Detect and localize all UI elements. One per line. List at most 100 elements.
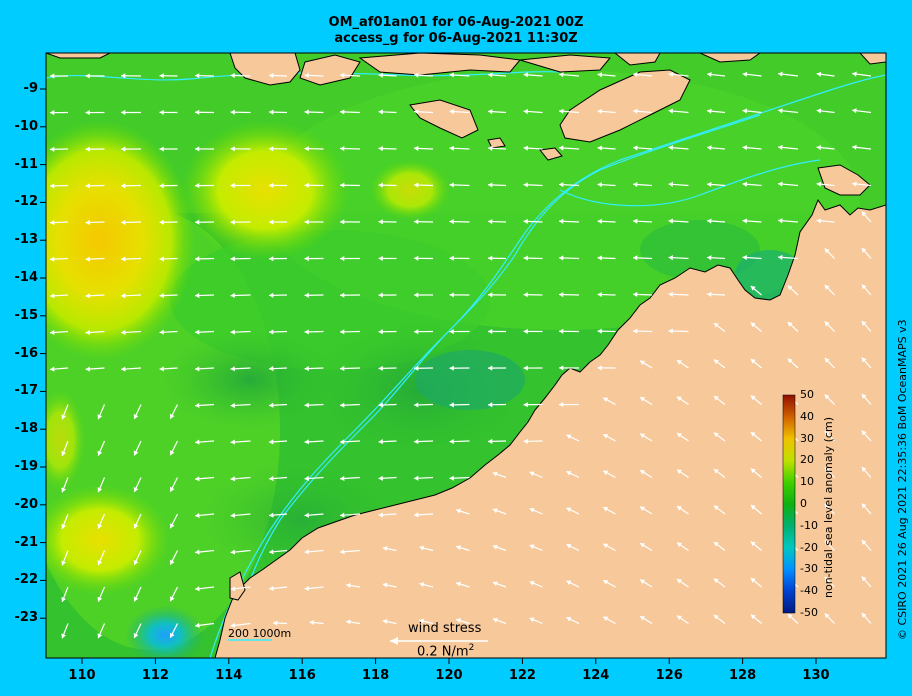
wind-arrow bbox=[742, 108, 762, 114]
wind-arrow bbox=[668, 328, 689, 334]
wind-arrow bbox=[61, 440, 69, 457]
map-title-line2: access_g for 06-Aug-2021 11:30Z bbox=[334, 31, 578, 46]
wind-arrow bbox=[304, 475, 324, 482]
wind-arrow bbox=[304, 219, 324, 225]
wind-arrow bbox=[413, 219, 434, 225]
wind-arrow bbox=[559, 145, 580, 151]
wind-arrow bbox=[861, 612, 872, 624]
wind-arrow bbox=[566, 616, 580, 625]
wind-arrow bbox=[778, 108, 799, 114]
wind-arrow bbox=[602, 506, 616, 515]
wind-arrow bbox=[159, 109, 178, 115]
wind-arrow bbox=[97, 440, 106, 456]
wind-arrow bbox=[713, 432, 726, 442]
wind-arrow bbox=[602, 616, 616, 625]
wind-arrow bbox=[339, 145, 361, 152]
longitude-label: 126 bbox=[655, 668, 683, 683]
wind-arrow bbox=[523, 145, 543, 151]
wind-arrow bbox=[339, 329, 361, 335]
wind-arrow bbox=[668, 71, 689, 77]
wind-arrow bbox=[413, 329, 434, 335]
wind-arrow bbox=[861, 430, 872, 442]
wind-arrow bbox=[304, 585, 324, 592]
wind-arrow bbox=[566, 580, 580, 588]
wind-arrow bbox=[340, 549, 361, 555]
wind-arrow bbox=[597, 182, 616, 188]
wind-arrow bbox=[632, 291, 653, 298]
wind-arrow bbox=[419, 582, 434, 588]
wind-arrow bbox=[378, 255, 397, 262]
wind-arrow bbox=[413, 475, 434, 481]
wind-arrow bbox=[676, 432, 689, 442]
wind-arrow bbox=[449, 109, 470, 115]
wind-arrow bbox=[169, 623, 179, 639]
longitude-label: 114 bbox=[215, 668, 243, 683]
wind-arrow bbox=[133, 477, 142, 493]
wind-arrow bbox=[713, 395, 726, 405]
wind-arrow bbox=[750, 431, 762, 442]
wind-arrow bbox=[633, 181, 653, 188]
wind-arrow bbox=[449, 292, 470, 298]
wind-arrow bbox=[194, 183, 215, 189]
colorbar-tick-label: 0 bbox=[800, 497, 807, 510]
wind-arrow bbox=[159, 293, 178, 299]
wind-arrow bbox=[304, 182, 324, 188]
wind-arrow bbox=[713, 505, 726, 515]
wind-arrow bbox=[268, 329, 288, 335]
wind-arrow bbox=[195, 549, 215, 555]
wind-arrow bbox=[861, 357, 872, 369]
wind-arrow bbox=[304, 256, 324, 262]
wind-arrow bbox=[120, 183, 142, 189]
wind-arrow bbox=[133, 440, 142, 456]
wind-arrow bbox=[85, 183, 105, 189]
wind-arrow bbox=[861, 247, 872, 259]
wind-arrow bbox=[194, 256, 215, 262]
wind-arrow bbox=[340, 475, 361, 482]
wind-arrow bbox=[304, 439, 324, 445]
colorbar-tick-label: -50 bbox=[800, 606, 818, 619]
wind-arrow bbox=[413, 512, 434, 518]
wind-arrow bbox=[378, 292, 397, 298]
wind-arrow bbox=[824, 284, 835, 296]
wind-arrow bbox=[668, 255, 689, 261]
wind-arrow bbox=[50, 329, 69, 336]
wind-arrow bbox=[707, 145, 726, 151]
wind-arrow bbox=[194, 219, 215, 225]
wind-arrow bbox=[778, 144, 799, 150]
wind-arrow bbox=[85, 293, 105, 299]
wind-arrow bbox=[597, 255, 616, 261]
latitude-label: -14 bbox=[14, 270, 39, 285]
wind-arrow bbox=[558, 182, 580, 188]
wind-arrow bbox=[414, 292, 433, 298]
wind-arrow bbox=[195, 586, 215, 592]
wind-arrow bbox=[339, 439, 361, 445]
wind-arrow bbox=[487, 438, 507, 444]
wind-arrow bbox=[159, 219, 178, 225]
wind-arrow bbox=[49, 256, 69, 262]
wind-arrow bbox=[632, 218, 653, 224]
wind-arrow bbox=[824, 576, 835, 588]
wind-arrow bbox=[750, 322, 762, 332]
wind-arrow bbox=[816, 144, 835, 151]
wind-arrow bbox=[824, 430, 835, 442]
wind-arrow bbox=[413, 145, 434, 151]
wind-arrow bbox=[97, 586, 106, 602]
wind-arrow bbox=[268, 109, 288, 115]
colorbar-tick-label: -40 bbox=[800, 584, 818, 598]
wind-arrow bbox=[750, 358, 762, 369]
wind-arrow bbox=[382, 582, 397, 588]
wind-arrow bbox=[787, 321, 799, 332]
wind-arrow bbox=[558, 402, 580, 408]
wind-arrow bbox=[707, 108, 726, 114]
wind-arrow bbox=[668, 145, 689, 151]
wind-arrow bbox=[268, 366, 288, 372]
wind-arrow bbox=[529, 471, 543, 479]
wind-arrow bbox=[449, 219, 470, 225]
wind-arrow bbox=[49, 110, 69, 116]
longitude-label: 112 bbox=[141, 668, 169, 683]
high-anomaly-west bbox=[46, 120, 195, 360]
wind-arrow bbox=[378, 219, 397, 225]
wind-arrow bbox=[713, 614, 726, 624]
wind-arrow bbox=[824, 394, 835, 405]
colorbar-tick-label: 40 bbox=[800, 409, 814, 423]
